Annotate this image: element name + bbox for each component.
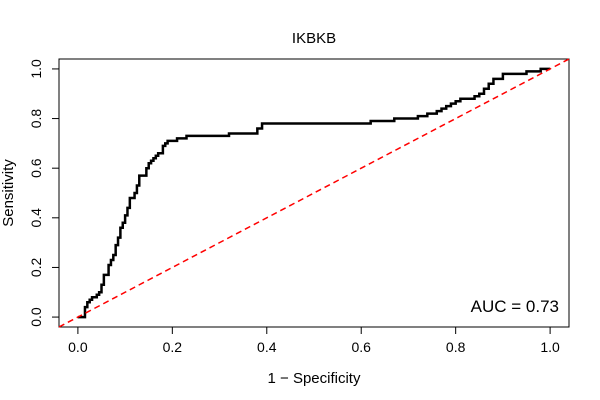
y-tick-label: 0.8: [28, 109, 44, 129]
y-axis: 0.0 0.2 0.4 0.6 0.8 1.0: [28, 59, 60, 327]
y-tick-label: 1.0: [28, 59, 44, 79]
x-tick-label: 0.2: [163, 339, 183, 355]
y-axis-label: Sensitivity: [0, 159, 17, 227]
chart-title: IKBKB: [292, 30, 336, 47]
roc-curve-line: [77, 67, 551, 319]
x-tick-label: 0.4: [257, 339, 277, 355]
x-tick-label: 0.6: [351, 339, 371, 355]
reference-diagonal-line: [58, 58, 570, 328]
y-tick-label: 0.0: [28, 307, 44, 327]
x-axis: 0.0 0.2 0.4 0.6 0.8 1.0: [68, 326, 560, 355]
x-axis-label: 1 − Specificity: [268, 370, 361, 387]
auc-annotation: AUC = 0.73: [471, 297, 559, 316]
series-layer: [58, 58, 570, 328]
x-tick-label: 1.0: [540, 339, 560, 355]
x-tick-label: 0.8: [446, 339, 466, 355]
y-tick-label: 0.2: [28, 258, 44, 278]
y-tick-label: 0.4: [28, 208, 44, 228]
y-tick-label: 0.6: [28, 158, 44, 178]
x-tick-label: 0.0: [68, 339, 88, 355]
